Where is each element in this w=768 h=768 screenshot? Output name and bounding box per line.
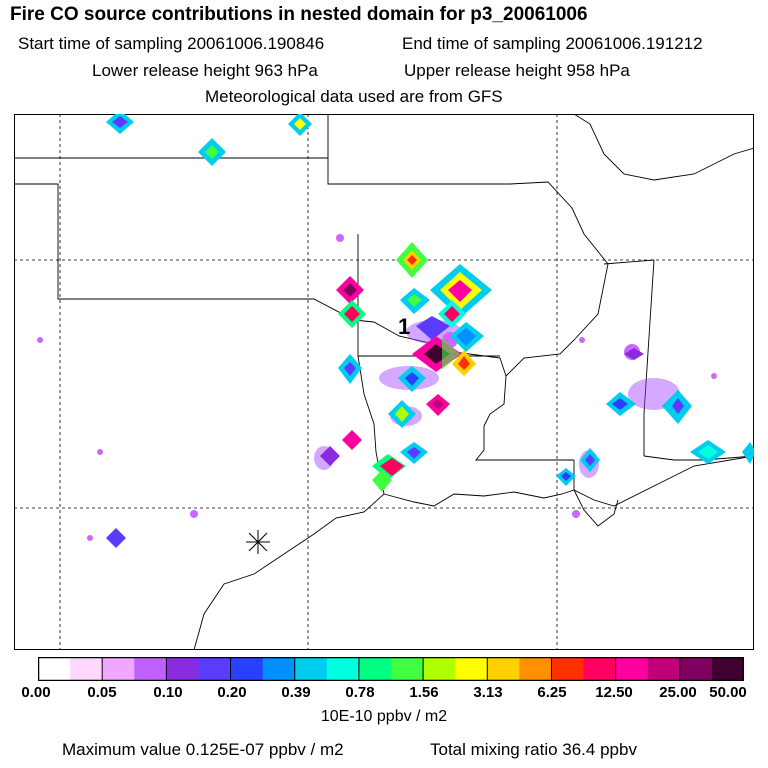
colorbar-swatch xyxy=(455,657,488,681)
met-data-label: Meteorological data used are from GFS xyxy=(205,87,503,106)
colorbar-swatch xyxy=(294,657,328,681)
colorbar-units: 10E-10 ppbv / m2 xyxy=(320,708,448,725)
colorbar-tick: 6.25 xyxy=(537,684,567,701)
colorbar-swatch xyxy=(262,657,296,681)
upper-release-label: Upper release height 958 hPa xyxy=(404,61,630,80)
max-value-label: Maximum value 0.125E-07 ppbv / m2 xyxy=(62,740,344,759)
colorbar-swatch xyxy=(583,657,617,681)
colorbar-swatch xyxy=(358,657,392,681)
colorbar-tick: 25.00 xyxy=(659,684,697,701)
colorbar-swatch xyxy=(326,657,360,681)
total-mixing-ratio-label: Total mixing ratio 36.4 ppbv xyxy=(430,740,637,759)
plume-diamonds xyxy=(106,114,754,548)
colorbar-swatch xyxy=(391,657,424,681)
lower-release-label: Lower release height 963 hPa xyxy=(92,61,318,80)
colorbar-tick: 0.20 xyxy=(217,684,247,701)
colorbar-swatch xyxy=(166,657,199,681)
colorbar-swatch xyxy=(711,657,744,681)
colorbar-swatch xyxy=(487,657,520,681)
colorbar-frame xyxy=(38,657,744,681)
colorbar-swatch xyxy=(102,657,135,681)
colorbar-swatch xyxy=(647,657,681,681)
colorbar-swatch xyxy=(423,657,456,681)
colorbar-tick: 0.10 xyxy=(153,684,183,701)
colorbar-tick: 0.78 xyxy=(345,684,375,701)
colorbar-swatch xyxy=(519,657,552,681)
colorbar-tick: 0.00 xyxy=(21,684,51,701)
colorbar-tick: 3.13 xyxy=(473,684,503,701)
colorbar-tick: 50.00 xyxy=(709,684,747,701)
colorbar-swatch xyxy=(551,657,585,681)
colorbar-swatch xyxy=(198,657,232,681)
fire-source-plumes xyxy=(37,114,754,548)
lat-lon-grid xyxy=(14,114,754,650)
colorbar-tick: 12.50 xyxy=(595,684,633,701)
start-time-label: Start time of sampling 20061006.190846 xyxy=(18,34,325,53)
release-location-marker xyxy=(246,530,270,554)
colorbar-swatch xyxy=(230,657,264,681)
map-frame xyxy=(14,114,754,650)
colorbar-tick: 1.56 xyxy=(409,684,439,701)
end-time-label: End time of sampling 20061006.191212 xyxy=(402,34,703,53)
colorbar xyxy=(38,657,744,681)
map-title: Fire CO source contributions in nested d… xyxy=(10,4,588,25)
colorbar-swatch xyxy=(38,657,71,681)
colorbar-swatch xyxy=(679,657,713,681)
colorbar-swatch xyxy=(70,657,103,681)
colorbar-swatch xyxy=(615,657,649,681)
map-panel: 1 xyxy=(14,114,754,650)
colorbar-swatch xyxy=(134,657,167,681)
trajectory-marker-label: 1 xyxy=(398,314,410,339)
colorbar-tick: 0.05 xyxy=(87,684,117,701)
colorbar-tick: 0.39 xyxy=(281,684,311,701)
